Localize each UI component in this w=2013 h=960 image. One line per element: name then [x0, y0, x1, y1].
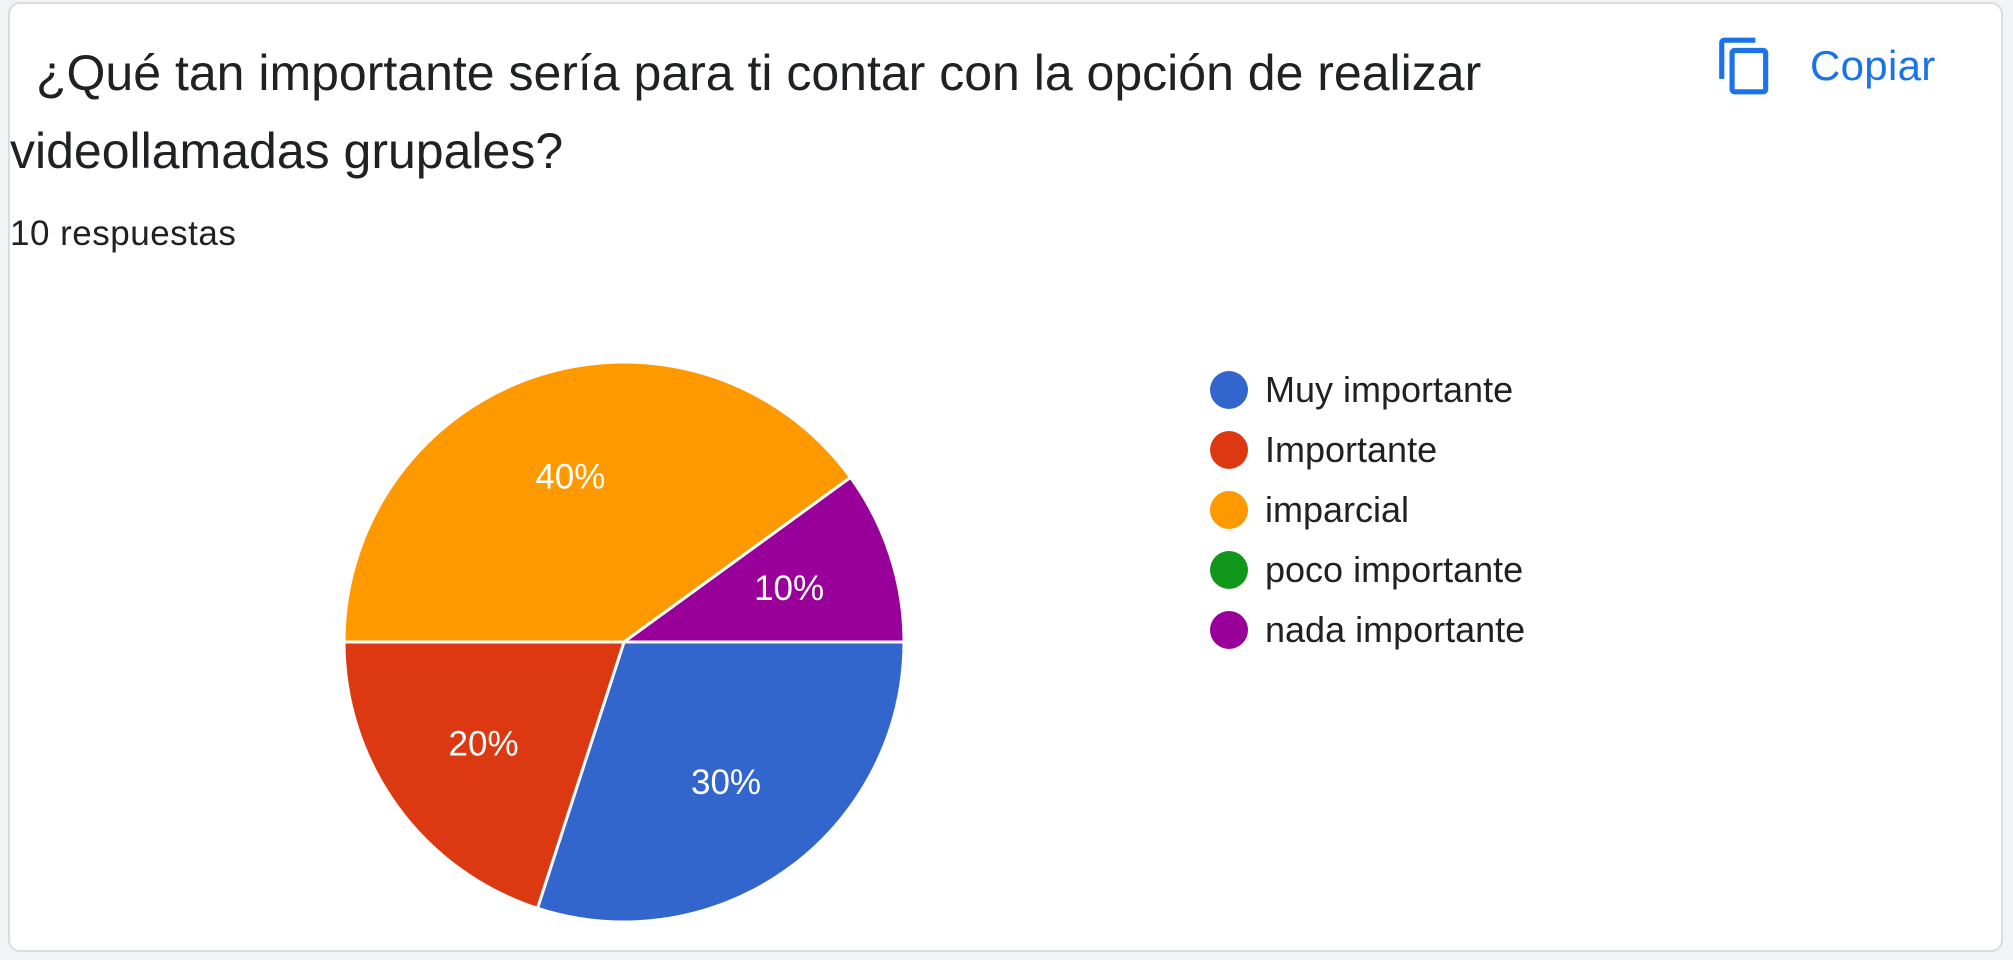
legend-label: poco importante — [1265, 549, 1524, 590]
legend-swatch — [1210, 371, 1248, 409]
legend-swatch — [1210, 611, 1248, 649]
response-count: 10 respuestas — [10, 214, 237, 253]
question-title: ¿Qué tan importante sería para ti contar… — [10, 45, 1482, 179]
pie-chart: 30% 20% 40% 10% — [342, 360, 906, 924]
legend-label: Importante — [1265, 429, 1438, 470]
copy-button[interactable]: Copiar — [1714, 26, 1936, 106]
legend-item[interactable]: poco importante — [1210, 540, 1525, 600]
pie-slice-label: 20% — [449, 725, 519, 764]
pie-slice-muy-importante[interactable] — [535, 640, 906, 924]
legend-item[interactable]: nada importante — [1210, 600, 1525, 660]
legend-label: Muy importante — [1265, 369, 1514, 410]
question-card: ¿Qué tan importante sería para ti contar… — [8, 2, 2003, 952]
chart-legend: Muy importante Importante imparcial poco im… — [1210, 360, 1525, 660]
pie-slice-label: 40% — [535, 457, 605, 496]
legend-swatch — [1210, 431, 1248, 469]
legend-label: imparcial — [1265, 489, 1410, 530]
legend-item[interactable]: imparcial — [1210, 480, 1525, 540]
pie-slice-label: 30% — [691, 763, 761, 802]
copy-label: Copiar — [1810, 42, 1936, 89]
pie-slice-imparcial[interactable] — [342, 360, 853, 644]
legend-item[interactable]: Muy importante — [1210, 360, 1525, 420]
legend-swatch — [1210, 551, 1248, 589]
copy-icon — [1719, 37, 1769, 95]
pie-slice-label: 10% — [754, 569, 824, 608]
legend-swatch — [1210, 491, 1248, 529]
legend-label: nada importante — [1265, 609, 1526, 650]
pie-slice-nada-importante[interactable] — [619, 475, 906, 644]
legend-item[interactable]: Importante — [1210, 420, 1525, 480]
pie-slice-importante[interactable] — [342, 640, 627, 911]
